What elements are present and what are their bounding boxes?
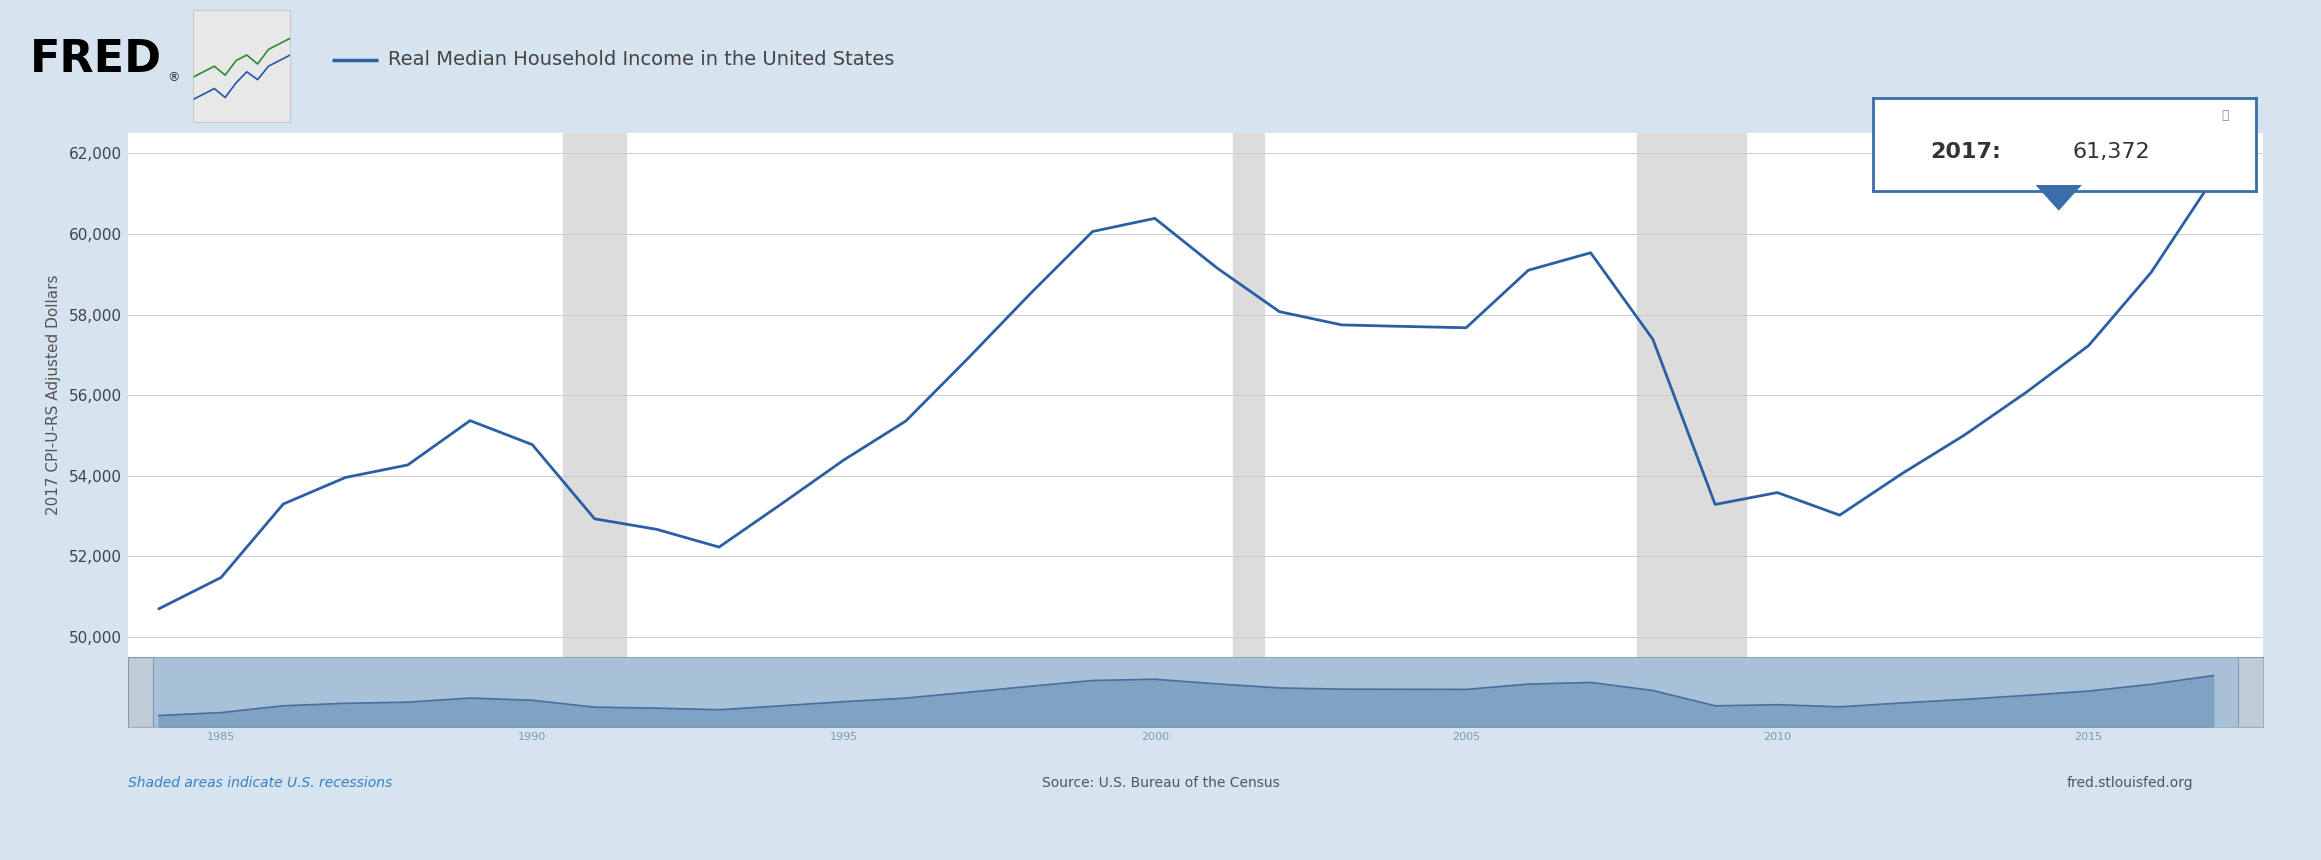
Text: Source: U.S. Bureau of the Census: Source: U.S. Bureau of the Census <box>1042 776 1279 789</box>
Polygon shape <box>2036 185 2082 211</box>
Text: 61,372: 61,372 <box>2073 142 2149 162</box>
Text: 2017:: 2017: <box>1931 142 2001 162</box>
FancyBboxPatch shape <box>128 657 153 727</box>
Bar <box>1232 133 1265 657</box>
Y-axis label: 2017 CPI-U-RS Adjusted Dollars: 2017 CPI-U-RS Adjusted Dollars <box>46 275 60 515</box>
Text: ®: ® <box>167 71 179 83</box>
Text: Shaded areas indicate U.S. recessions: Shaded areas indicate U.S. recessions <box>128 776 392 789</box>
Text: ⤢: ⤢ <box>2221 109 2228 122</box>
Text: fred.stlouisfed.org: fred.stlouisfed.org <box>2066 776 2193 789</box>
Text: FRED: FRED <box>30 39 162 82</box>
FancyBboxPatch shape <box>2237 657 2270 727</box>
Bar <box>564 133 627 657</box>
Text: Real Median Household Income in the United States: Real Median Household Income in the Unit… <box>388 51 894 70</box>
Bar <box>1636 133 1745 657</box>
